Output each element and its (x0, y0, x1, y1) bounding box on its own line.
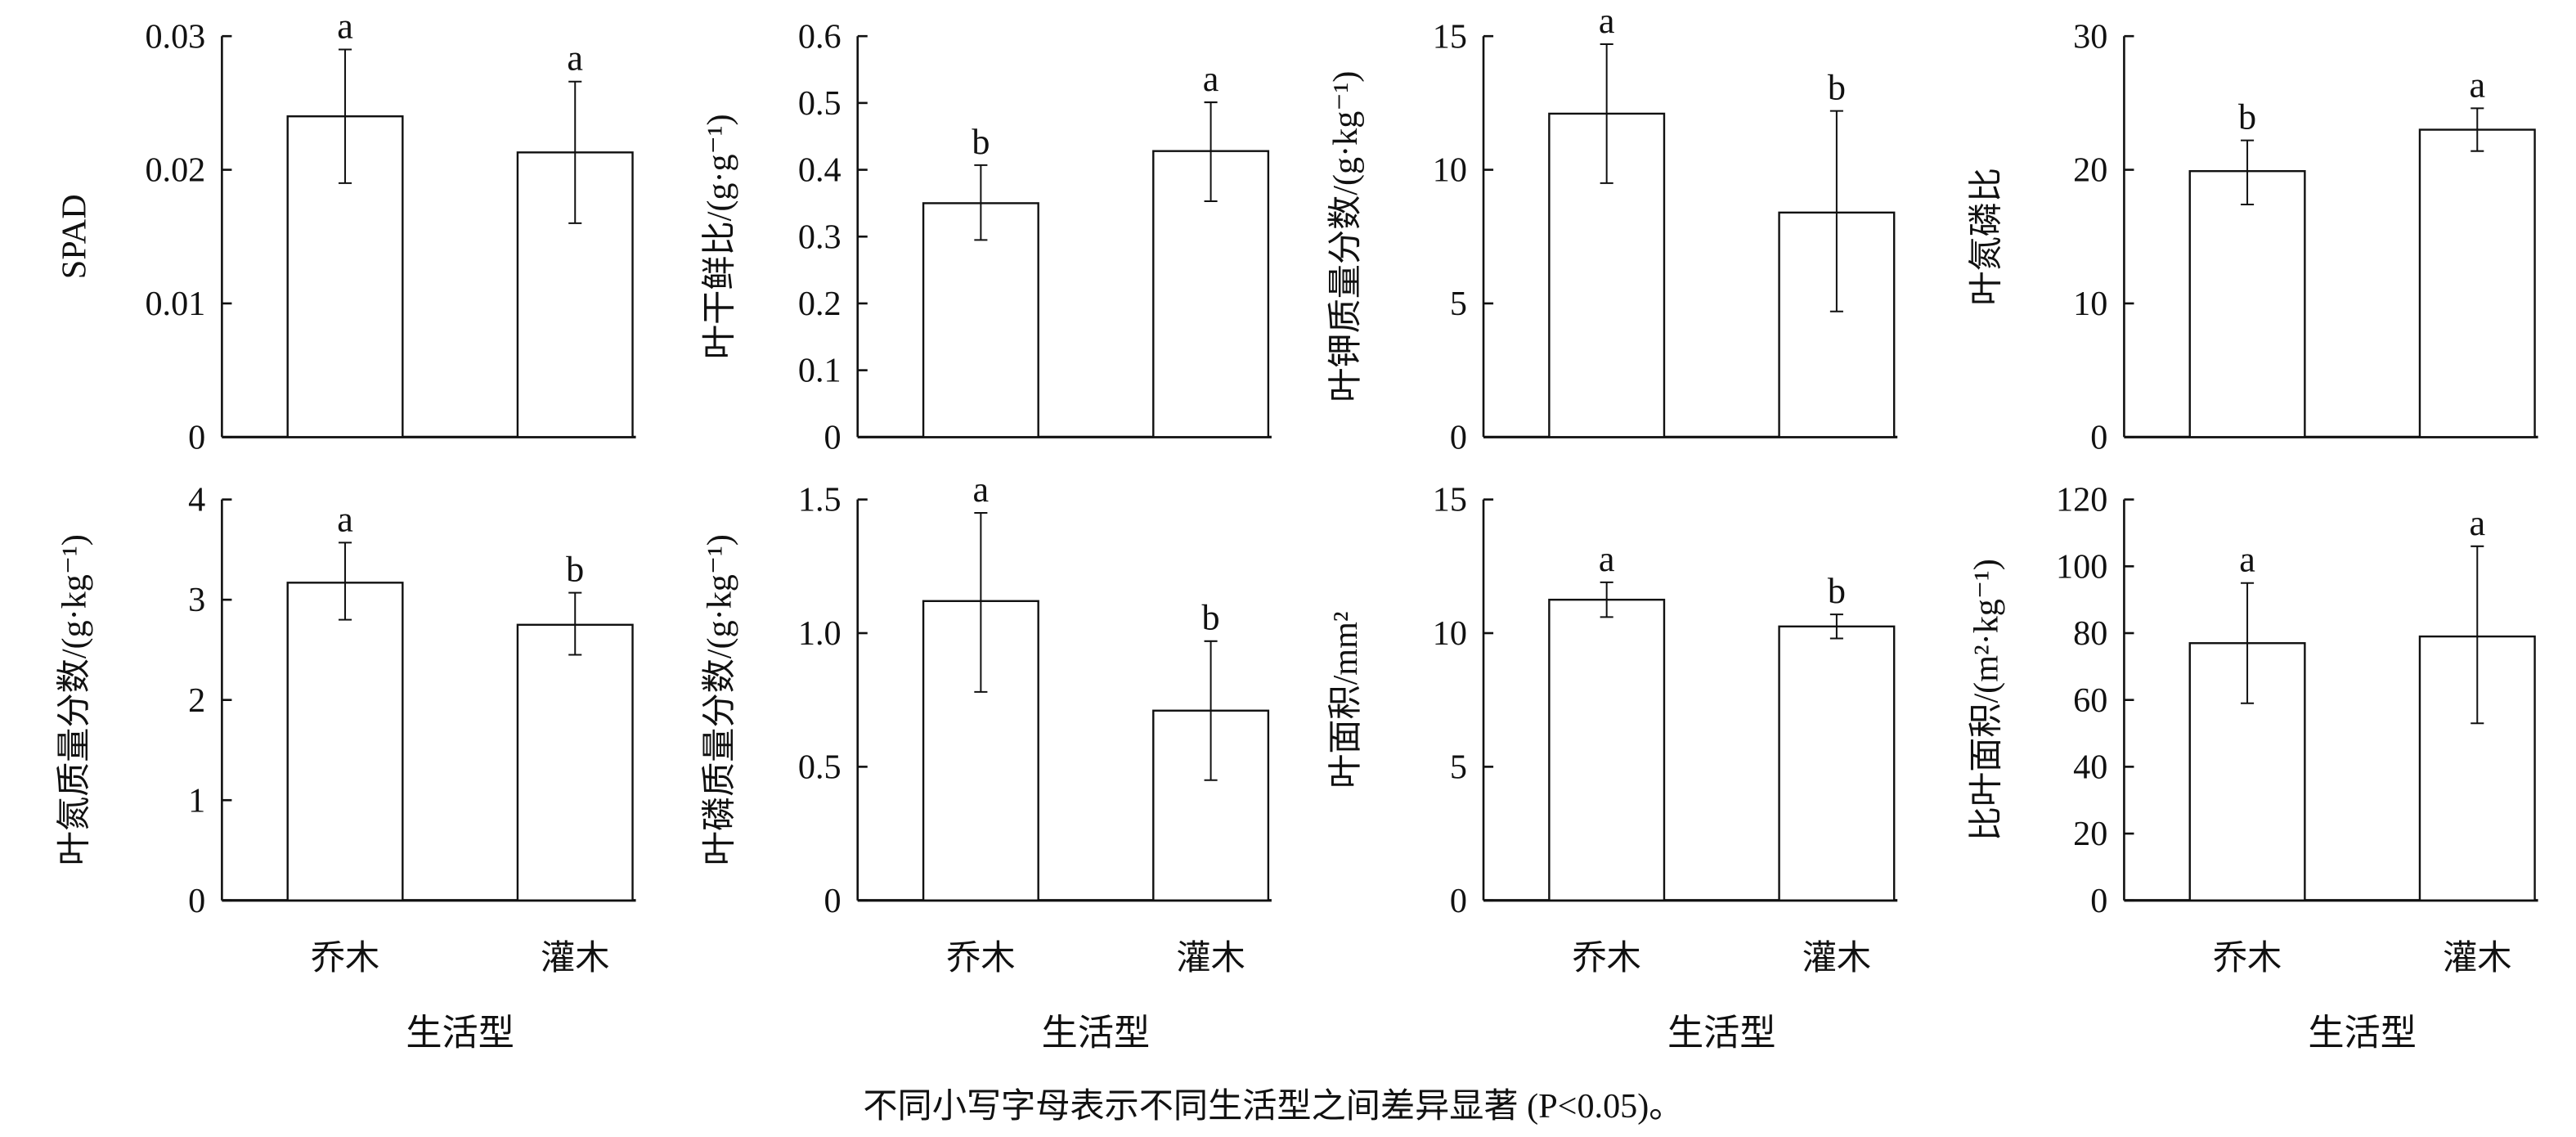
x-tick-label: 乔木 (1573, 939, 1641, 977)
y-tick-label: 5 (1450, 285, 1467, 323)
bar-shrub (1778, 625, 1896, 901)
significance-letter: a (1599, 1, 1615, 41)
bar-tree (286, 582, 404, 901)
x-tick-label: 灌木 (1802, 939, 1871, 977)
significance-letter: a (567, 38, 583, 79)
x-tick-label: 灌木 (2443, 939, 2511, 977)
y-tick-label: 0 (1450, 418, 1467, 456)
y-tick-label: 5 (1450, 748, 1467, 786)
x-axis-label: 生活型 (2308, 1013, 2417, 1054)
y-axis-label: 叶钾质量分数/(g·kg⁻¹) (1326, 71, 1365, 402)
y-tick-label: 100 (2056, 547, 2107, 586)
significance-letter: a (1599, 539, 1615, 579)
y-tick-label: 15 (1433, 481, 1467, 519)
significance-letter: a (1203, 59, 1219, 99)
significance-letter: a (2239, 540, 2255, 580)
y-tick-label: 0 (824, 418, 841, 456)
y-tick-label: 40 (2073, 748, 2107, 786)
y-tick-label: 1.5 (798, 481, 841, 519)
y-tick-label: 0.6 (798, 17, 841, 56)
y-tick-label: 0.02 (145, 151, 205, 190)
significance-letter: a (973, 470, 990, 510)
y-tick-label: 2 (188, 681, 205, 720)
y-tick-label: 20 (2073, 815, 2107, 853)
bar-shrub (2418, 128, 2536, 438)
y-tick-label: 10 (1433, 151, 1467, 190)
x-tick-label: 乔木 (311, 939, 379, 977)
y-axis-label: 叶氮磷比 (1967, 168, 2005, 306)
y-axis-label: 叶氮质量分数/(g·kg⁻¹) (55, 534, 93, 865)
y-tick-label: 0 (824, 882, 841, 920)
y-tick-label: 0 (1450, 882, 1467, 920)
bar-tree (1548, 598, 1666, 901)
y-tick-label: 10 (2073, 285, 2107, 323)
significance-letter: a (337, 499, 353, 539)
significance-letter: b (2238, 97, 2256, 137)
y-tick-label: 0.1 (798, 352, 841, 390)
y-tick-label: 30 (2073, 17, 2107, 56)
y-tick-label: 120 (2056, 481, 2107, 519)
significance-letter: b (1828, 571, 1846, 611)
y-axis-label: 叶干鲜比/(g·g⁻¹) (701, 114, 739, 359)
y-tick-label: 0.2 (798, 285, 841, 323)
y-tick-label: 0.5 (798, 84, 841, 123)
y-axis-label: 比叶面积/(m²·kg⁻¹) (1967, 559, 2005, 841)
significance-letter: b (566, 550, 584, 590)
y-axis-label: 叶磷质量分数/(g·kg⁻¹) (701, 534, 739, 865)
y-tick-label: 0.03 (145, 17, 205, 56)
y-tick-label: 3 (188, 581, 205, 619)
y-tick-label: 0 (2090, 418, 2107, 456)
y-tick-label: 80 (2073, 614, 2107, 653)
y-tick-label: 0 (188, 882, 205, 920)
y-axis-label: SPAD (55, 194, 93, 279)
y-tick-label: 15 (1433, 17, 1467, 56)
y-tick-label: 60 (2073, 681, 2107, 720)
x-tick-label: 灌木 (541, 939, 609, 977)
x-axis-label: 生活型 (1667, 1013, 1776, 1054)
y-tick-label: 0.3 (798, 218, 841, 256)
y-tick-label: 10 (1433, 614, 1467, 653)
y-tick-label: 0.01 (145, 285, 205, 323)
significance-letter: b (1828, 68, 1846, 108)
y-tick-label: 1.0 (798, 614, 841, 653)
significance-letter: b (1202, 598, 1220, 638)
x-tick-label: 乔木 (2213, 939, 2282, 977)
significance-letter: a (2469, 65, 2485, 105)
y-tick-label: 20 (2073, 151, 2107, 190)
x-axis-label: 生活型 (406, 1013, 514, 1054)
significance-letter: b (972, 122, 990, 162)
y-tick-label: 1 (188, 781, 205, 820)
bar-tree (2188, 169, 2306, 438)
y-tick-label: 0.4 (798, 151, 841, 190)
y-axis-label: 叶面积/mm² (1326, 611, 1365, 788)
y-tick-label: 0 (2090, 882, 2107, 920)
y-tick-label: 0 (188, 418, 205, 456)
y-tick-label: 0.5 (798, 748, 841, 786)
y-tick-label: 4 (188, 481, 205, 519)
x-axis-label: 生活型 (1042, 1013, 1151, 1054)
x-tick-label: 乔木 (946, 939, 1015, 977)
significance-letter: a (337, 6, 353, 46)
footnote: 不同小写字母表示不同生活型之间差异显著 (P<0.05)。 (863, 1087, 1683, 1126)
bar-shrub (516, 623, 634, 901)
x-tick-label: 灌木 (1176, 939, 1245, 977)
significance-letter: a (2469, 503, 2485, 543)
